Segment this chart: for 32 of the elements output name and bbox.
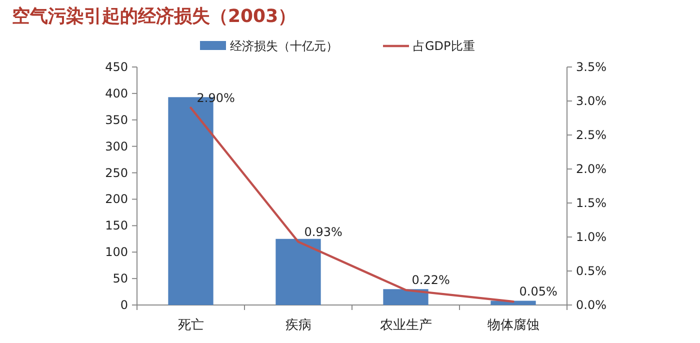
y-tick-label: 400 [105, 86, 128, 100]
y-tick-label: 100 [105, 245, 128, 260]
bar [383, 289, 428, 305]
chart-title: 空气污染引起的经济损失（2003） [12, 6, 296, 27]
y-tick-label: 300 [105, 139, 128, 154]
y2-tick-label: 1.0% [576, 230, 606, 244]
data-label: 0.93% [304, 224, 342, 239]
y2-tick-label: 2.0% [576, 162, 606, 176]
y2-tick-label: 3.5% [576, 60, 606, 74]
y-tick-label: 50 [112, 272, 128, 286]
y-tick-label: 350 [105, 112, 128, 127]
data-label: 0.05% [519, 284, 558, 299]
y-tick-label: 0 [120, 298, 128, 312]
bar [276, 238, 321, 305]
y-tick-label: 150 [105, 218, 128, 233]
y2-tick-label: 0.0% [576, 298, 606, 312]
x-tick-label: 疾病 [285, 318, 312, 333]
data-label: 0.22% [412, 273, 450, 288]
y-tick-label: 450 [105, 60, 128, 74]
y2-tick-label: 3.0% [576, 94, 606, 108]
y2-tick-label: 2.5% [576, 128, 606, 142]
y2-tick-label: 1.5% [576, 196, 606, 210]
data-label: 2.90% [196, 90, 235, 105]
legend-label: 经济损失（十亿元） [230, 39, 338, 53]
line-series [190, 106, 514, 303]
x-tick-label: 物体腐蚀 [487, 318, 540, 333]
x-tick-label: 死亡 [178, 317, 204, 333]
y-tick-label: 200 [105, 192, 128, 206]
y-tick-label: 250 [105, 166, 128, 180]
legend-label: 占GDP比重 [413, 39, 475, 53]
y2-tick-label: 0.5% [576, 264, 606, 278]
x-tick-label: 农业生产 [380, 318, 432, 333]
